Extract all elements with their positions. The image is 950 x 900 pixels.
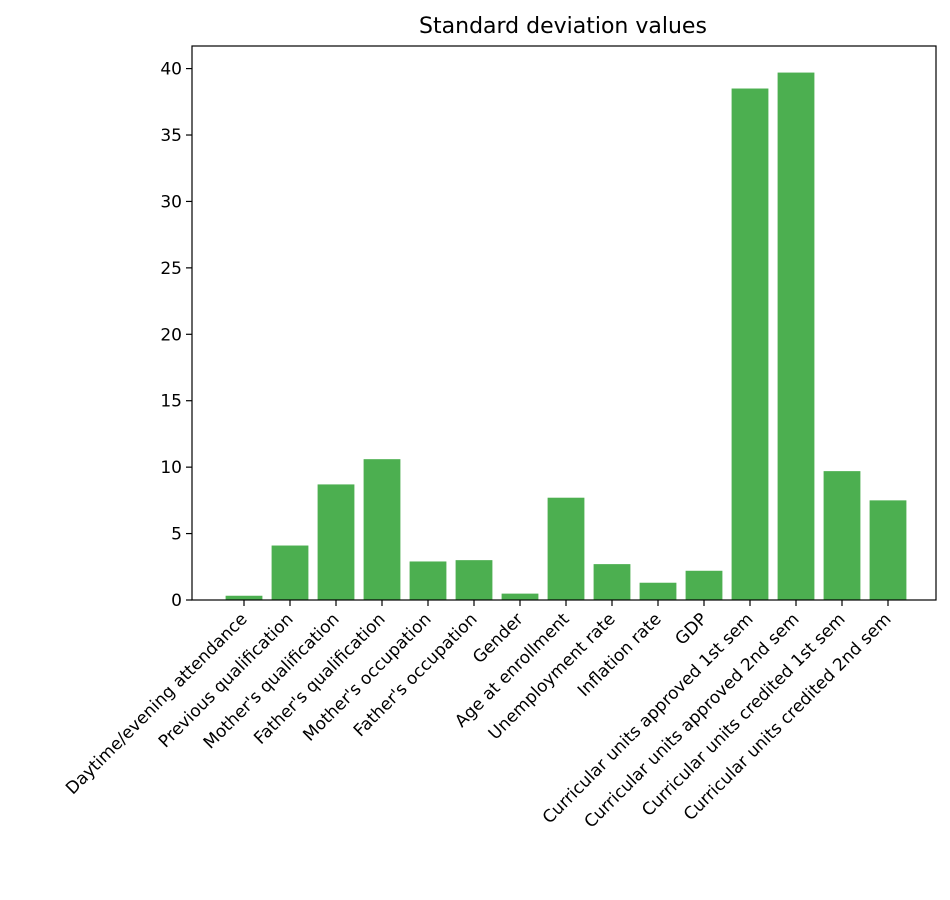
bar-0 xyxy=(225,595,263,600)
bar-6 xyxy=(501,593,539,600)
bar-5 xyxy=(455,560,493,600)
plot-frame xyxy=(191,45,937,601)
bar-3 xyxy=(363,459,401,600)
bar-11 xyxy=(731,88,769,601)
bar-10 xyxy=(685,570,723,600)
bar-4 xyxy=(409,561,447,600)
y-tick-label-4: 20 xyxy=(160,325,182,345)
bar-9 xyxy=(639,582,677,600)
y-axis: 0 5 10 15 20 25 30 35 40 xyxy=(160,60,192,611)
y-tick-label-7: 35 xyxy=(160,126,182,146)
bar-13 xyxy=(823,471,861,600)
x-tick-label-13: Curricular units credited 1st sem xyxy=(638,609,849,820)
x-tick-label-0: Daytime/evening attendance xyxy=(62,609,251,798)
chart-title: Standard deviation values xyxy=(419,14,707,39)
bar-2 xyxy=(317,484,355,600)
bar-1 xyxy=(271,545,309,600)
x-tick-label-10: GDP xyxy=(672,609,712,649)
bar-14 xyxy=(869,500,907,600)
y-tick-label-2: 10 xyxy=(160,458,182,478)
y-tick-label-6: 30 xyxy=(160,192,182,212)
bar-12 xyxy=(777,72,815,600)
y-tick-label-8: 40 xyxy=(160,60,182,80)
y-tick-label-1: 5 xyxy=(171,525,182,545)
y-tick-label-3: 15 xyxy=(160,392,182,412)
y-tick-label-0: 0 xyxy=(171,591,182,611)
bar-7 xyxy=(547,497,585,600)
y-tick-label-5: 25 xyxy=(160,259,182,279)
bar-8 xyxy=(593,564,631,600)
bars-group xyxy=(225,72,907,601)
